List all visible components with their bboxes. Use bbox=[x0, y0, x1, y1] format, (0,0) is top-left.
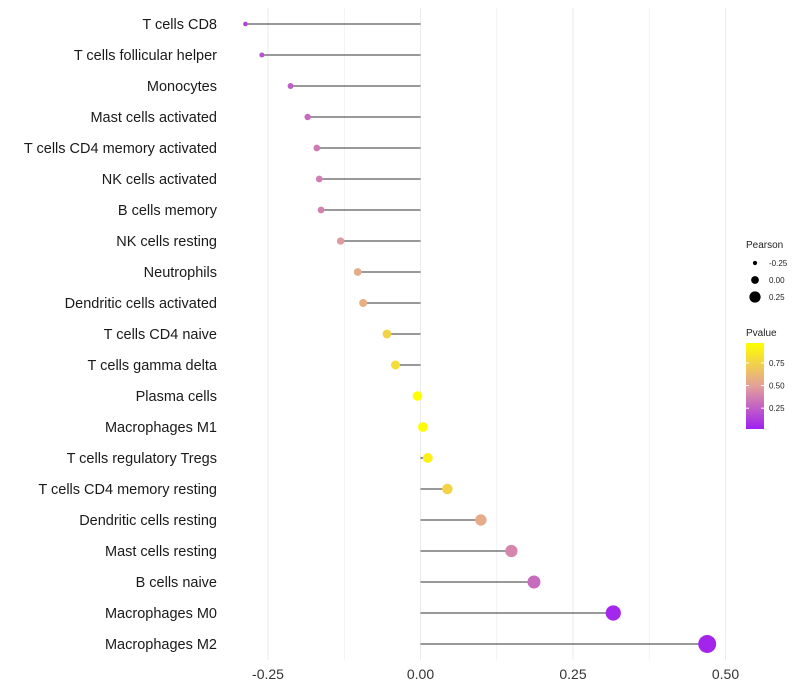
category-label: Dendritic cells activated bbox=[65, 296, 217, 312]
category-label: T cells CD8 bbox=[142, 17, 217, 33]
pearson-size-legend: Pearson -0.25 0.00 0.25 bbox=[746, 240, 788, 303]
category-label: Dendritic cells resting bbox=[79, 513, 217, 529]
category-label: T cells CD4 memory resting bbox=[38, 482, 217, 498]
category-label: T cells CD4 naive bbox=[104, 327, 217, 343]
category-label: NK cells resting bbox=[116, 234, 217, 250]
category-label: T cells CD4 memory activated bbox=[24, 141, 217, 157]
lollipop-point bbox=[313, 144, 321, 152]
colorbar-label: 0.75 bbox=[769, 359, 785, 368]
category-label: Mast cells activated bbox=[90, 110, 217, 126]
lollipop-point bbox=[418, 422, 428, 432]
size-legend-label: 0.00 bbox=[769, 276, 785, 285]
category-label: B cells memory bbox=[118, 203, 218, 219]
lollipop-point bbox=[287, 83, 294, 89]
lollipop-point bbox=[505, 544, 518, 558]
lollipop-point bbox=[353, 268, 362, 276]
category-label: Monocytes bbox=[147, 79, 217, 95]
x-axis-ticks: -0.25 0.00 0.25 0.50 bbox=[252, 666, 739, 682]
category-label: Plasma cells bbox=[136, 389, 217, 405]
size-legend-key bbox=[752, 260, 758, 266]
lollipop-point bbox=[315, 175, 323, 183]
lollipop-point bbox=[527, 575, 541, 589]
category-label: Neutrophils bbox=[144, 265, 217, 281]
size-legend-label: 0.25 bbox=[769, 293, 785, 302]
lollipop-point bbox=[382, 329, 392, 339]
category-label: T cells regulatory Tregs bbox=[67, 451, 217, 467]
x-tick-label: 0.25 bbox=[559, 666, 586, 682]
lollipop-point bbox=[391, 360, 400, 370]
category-label: T cells gamma delta bbox=[88, 358, 218, 374]
size-legend-key bbox=[749, 291, 761, 303]
size-legend-key bbox=[751, 276, 759, 284]
lollipop-point bbox=[412, 391, 423, 401]
category-label: T cells follicular helper bbox=[74, 48, 217, 64]
lollipop-point bbox=[317, 206, 325, 214]
colorbar-label: 0.50 bbox=[769, 382, 785, 391]
lollipop-point bbox=[442, 483, 453, 495]
lollipop-point bbox=[698, 635, 717, 653]
lollipop-point bbox=[605, 605, 621, 621]
lollipop-point bbox=[422, 453, 433, 463]
category-label: Mast cells resting bbox=[105, 544, 217, 560]
lollipop-point bbox=[259, 52, 265, 58]
color-legend-title: Pvalue bbox=[746, 328, 777, 339]
size-legend-title: Pearson bbox=[746, 240, 783, 251]
lollipop-point bbox=[475, 514, 487, 526]
lollipop-point bbox=[304, 113, 311, 121]
category-label: B cells naive bbox=[136, 575, 217, 591]
x-tick-label: -0.25 bbox=[252, 666, 284, 682]
x-tick-label: 0.00 bbox=[407, 666, 434, 682]
category-label: Macrophages M0 bbox=[105, 606, 217, 622]
category-label: Macrophages M2 bbox=[105, 637, 217, 653]
category-labels: T cells CD8 T cells follicular helper Mono… bbox=[24, 17, 218, 653]
pvalue-color-legend: Pvalue 0.75 0.50 0.25 bbox=[746, 328, 785, 429]
segment-layer bbox=[245, 23, 708, 645]
pvalue-colorbar bbox=[746, 343, 764, 429]
x-tick-label: 0.50 bbox=[712, 666, 739, 682]
category-label: Macrophages M1 bbox=[105, 420, 217, 436]
lollipop-point bbox=[243, 21, 248, 27]
point-layer bbox=[243, 21, 717, 653]
category-label: NK cells activated bbox=[102, 172, 217, 188]
colorbar-label: 0.25 bbox=[769, 404, 785, 413]
lollipop-point bbox=[359, 298, 368, 308]
size-legend-label: -0.25 bbox=[769, 259, 788, 268]
lollipop-point bbox=[336, 237, 345, 245]
grid-layer bbox=[267, 8, 726, 660]
